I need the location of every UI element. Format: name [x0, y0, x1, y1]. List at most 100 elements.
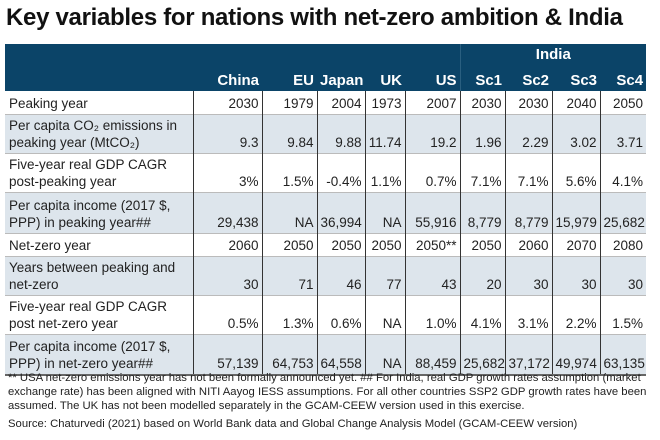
- cell-sc2: 30: [504, 256, 553, 295]
- cell-japan: 64,558: [316, 334, 365, 375]
- cell-sc4: 2050: [599, 91, 647, 114]
- cell-us: 2050**: [404, 233, 461, 256]
- cell-sc3: 3.02: [551, 114, 601, 153]
- column-header-japan: Japan: [317, 65, 365, 91]
- cell-china: 2060: [192, 233, 262, 256]
- cell-uk: 77: [364, 256, 405, 295]
- cell-sc1: 8,779: [459, 192, 506, 233]
- cell-us: 2007: [404, 91, 461, 114]
- header-blank: [5, 65, 193, 91]
- cell-eu: 2050: [261, 233, 317, 256]
- cell-sc1: 4.1%: [459, 295, 506, 334]
- cell-sc2: 2.29: [504, 114, 553, 153]
- cell-china: 30: [192, 256, 262, 295]
- row-label: Per capita income (2017 $, PPP) in net-z…: [9, 339, 171, 371]
- cell-japan: 36,994: [316, 192, 365, 233]
- cell-sc3: 49,974: [551, 334, 601, 375]
- cell-us: 43: [404, 256, 461, 295]
- cell-sc4: 25,682: [599, 192, 647, 233]
- row-label: Net-zero year: [9, 237, 91, 253]
- column-header-sc3: Sc3: [552, 65, 601, 91]
- row-label: Five-year real GDP CAGR post net-zero ye…: [9, 298, 168, 331]
- cell-sc4: 2080: [599, 233, 647, 256]
- table-body: Peaking year 2030 1979 2004 1973 2007 2030 2030…: [5, 91, 647, 375]
- cell-eu: 64,753: [261, 334, 317, 375]
- cell-sc3: 2070: [551, 233, 601, 256]
- india-group-header: India: [459, 44, 647, 65]
- table-row: Years between peaking and net-zero 30 71 46…: [5, 256, 647, 295]
- cell-china: 29,438: [192, 192, 262, 233]
- source-note: Source: Chaturvedi (2021) based on World…: [8, 418, 578, 430]
- table-row: Per capita income (2017 $, PPP) in peaki…: [5, 192, 647, 233]
- cell-china: 57,139: [192, 334, 262, 375]
- row-label: Per capita income (2017 $, PPP) in peaki…: [9, 197, 171, 230]
- cell-uk: 1.1%: [364, 153, 405, 192]
- cell-sc2: 2060: [504, 233, 553, 256]
- cell-uk: 11.74: [364, 114, 405, 153]
- cell-uk: NA: [364, 295, 405, 334]
- table-row: Net-zero year 2060 2050 2050 2050 2050** 2050 2…: [5, 233, 647, 256]
- cell-japan: 46: [316, 256, 365, 295]
- cell-china: 9.3: [192, 114, 262, 153]
- row-label: Per capita CO₂ emissions in peaking year…: [9, 117, 178, 150]
- cell-sc3: 2040: [551, 91, 601, 114]
- data-table: India China EU Japan UK US Sc1 Sc2 Sc3 Sc4 Peaki…: [5, 44, 647, 376]
- table-row: Peaking year 2030 1979 2004 1973 2007 2030 2030…: [5, 91, 647, 114]
- table-row: Five-year real GDP CAGR post net-zero ye…: [5, 295, 647, 334]
- column-header-us: US: [405, 65, 461, 91]
- column-header-eu: EU: [262, 65, 317, 91]
- cell-uk: NA: [364, 334, 405, 375]
- cell-sc1: 2030: [459, 91, 506, 114]
- cell-uk: 1973: [364, 91, 405, 114]
- cell-japan: 2004: [316, 91, 365, 114]
- cell-sc2: 8,779: [504, 192, 553, 233]
- cell-sc1: 7.1%: [459, 153, 506, 192]
- cell-sc3: 5.6%: [551, 153, 601, 192]
- column-header-china: China: [193, 65, 262, 91]
- table-row: Per capita CO₂ emissions in peaking year…: [5, 114, 647, 153]
- row-label: Years between peaking and net-zero: [9, 259, 176, 292]
- cell-sc1: 1.96: [459, 114, 506, 153]
- column-header-sc2: Sc2: [505, 65, 553, 91]
- column-header-uk: UK: [365, 65, 405, 91]
- cell-us: 1.0%: [404, 295, 461, 334]
- page-title: Key variables for nations with net-zero …: [6, 4, 623, 31]
- cell-china: 0.5%: [192, 295, 262, 334]
- column-header-sc4: Sc4: [600, 65, 647, 91]
- row-label: Five-year real GDP CAGR post-peaking yea…: [9, 156, 168, 189]
- cell-sc2: 3.1%: [504, 295, 553, 334]
- footnote: ** USA net-zero emissions year has not b…: [8, 372, 647, 412]
- cell-us: 55,916: [404, 192, 461, 233]
- cell-sc1: 2050: [459, 233, 506, 256]
- group-header-row: India: [5, 44, 647, 65]
- cell-us: 88,459: [404, 334, 461, 375]
- column-header-row: China EU Japan UK US Sc1 Sc2 Sc3 Sc4: [5, 65, 647, 91]
- cell-sc4: 1.5%: [599, 295, 647, 334]
- cell-sc3: 2.2%: [551, 295, 601, 334]
- cell-us: 19.2: [404, 114, 461, 153]
- cell-eu: 1.3%: [261, 295, 317, 334]
- cell-eu: 1979: [261, 91, 317, 114]
- cell-sc1: 25,682: [459, 334, 506, 375]
- table-row: Five-year real GDP CAGR post-peaking yea…: [5, 153, 647, 192]
- cell-sc4: 63,135: [599, 334, 647, 375]
- cell-eu: NA: [261, 192, 317, 233]
- column-header-sc1: Sc1: [459, 65, 506, 91]
- cell-sc2: 37,172: [504, 334, 553, 375]
- cell-sc2: 7.1%: [504, 153, 553, 192]
- cell-uk: NA: [364, 192, 405, 233]
- cell-sc3: 30: [551, 256, 601, 295]
- cell-japan: -0.4%: [316, 153, 365, 192]
- cell-sc4: 4.1%: [599, 153, 647, 192]
- cell-china: 2030: [192, 91, 262, 114]
- cell-uk: 2050: [364, 233, 405, 256]
- cell-sc1: 20: [459, 256, 506, 295]
- cell-us: 0.7%: [404, 153, 461, 192]
- cell-sc4: 30: [599, 256, 647, 295]
- cell-sc3: 15,979: [551, 192, 601, 233]
- cell-china: 3%: [192, 153, 262, 192]
- cell-eu: 71: [261, 256, 317, 295]
- cell-japan: 9.88: [316, 114, 365, 153]
- cell-eu: 1.5%: [261, 153, 317, 192]
- cell-japan: 0.6%: [316, 295, 365, 334]
